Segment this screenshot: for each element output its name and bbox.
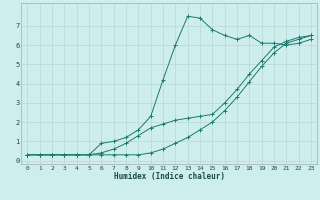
X-axis label: Humidex (Indice chaleur): Humidex (Indice chaleur) — [114, 172, 225, 181]
